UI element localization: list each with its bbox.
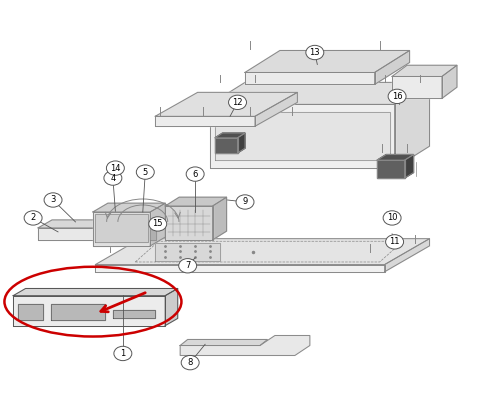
Polygon shape <box>150 228 156 240</box>
Polygon shape <box>374 50 410 84</box>
Circle shape <box>136 165 154 179</box>
Circle shape <box>104 171 122 185</box>
Circle shape <box>178 258 196 273</box>
Polygon shape <box>96 239 429 264</box>
Text: 10: 10 <box>387 214 398 222</box>
Circle shape <box>44 193 62 207</box>
Polygon shape <box>156 116 255 126</box>
Polygon shape <box>165 288 177 326</box>
Circle shape <box>181 356 199 370</box>
Polygon shape <box>210 104 394 168</box>
Polygon shape <box>156 243 220 261</box>
Circle shape <box>24 211 42 225</box>
Polygon shape <box>255 92 298 126</box>
Text: 13: 13 <box>310 48 320 57</box>
Polygon shape <box>38 220 140 228</box>
Text: 4: 4 <box>110 174 116 182</box>
Text: 6: 6 <box>192 170 198 178</box>
Text: 11: 11 <box>390 237 400 246</box>
Circle shape <box>306 45 324 60</box>
Polygon shape <box>93 212 150 246</box>
Polygon shape <box>126 220 140 240</box>
Text: 16: 16 <box>392 92 402 101</box>
Text: 2: 2 <box>30 214 36 222</box>
Polygon shape <box>404 154 413 178</box>
Polygon shape <box>38 228 126 240</box>
Polygon shape <box>210 82 430 104</box>
Polygon shape <box>215 138 238 153</box>
Polygon shape <box>392 65 457 76</box>
Circle shape <box>228 95 246 110</box>
Text: 9: 9 <box>242 198 248 206</box>
Polygon shape <box>394 82 430 168</box>
Polygon shape <box>13 288 177 296</box>
Polygon shape <box>113 310 156 318</box>
Polygon shape <box>245 72 374 84</box>
Polygon shape <box>93 203 165 212</box>
Text: 8: 8 <box>188 358 193 367</box>
Polygon shape <box>156 92 298 116</box>
Circle shape <box>114 346 132 361</box>
Text: 5: 5 <box>142 168 148 176</box>
Polygon shape <box>392 76 442 98</box>
Polygon shape <box>377 154 414 160</box>
Circle shape <box>386 235 404 249</box>
Polygon shape <box>384 239 430 272</box>
Circle shape <box>106 161 124 175</box>
Polygon shape <box>96 264 385 272</box>
Text: 1: 1 <box>120 349 126 358</box>
Polygon shape <box>13 296 165 326</box>
Polygon shape <box>180 340 268 346</box>
Polygon shape <box>215 133 245 138</box>
Circle shape <box>388 89 406 104</box>
Polygon shape <box>18 304 43 320</box>
Polygon shape <box>50 304 106 320</box>
Polygon shape <box>165 206 212 240</box>
Text: 7: 7 <box>185 261 190 270</box>
Polygon shape <box>377 160 404 178</box>
Text: 14: 14 <box>110 164 120 173</box>
Circle shape <box>236 195 254 209</box>
Polygon shape <box>150 203 165 246</box>
Polygon shape <box>238 133 245 153</box>
Text: 15: 15 <box>152 220 163 228</box>
Circle shape <box>383 211 401 225</box>
Polygon shape <box>212 197 226 240</box>
Circle shape <box>149 217 166 231</box>
Text: 12: 12 <box>232 98 243 107</box>
Polygon shape <box>442 65 457 98</box>
Polygon shape <box>215 112 390 160</box>
Polygon shape <box>245 50 410 72</box>
Text: 3: 3 <box>50 196 56 204</box>
Polygon shape <box>165 197 226 206</box>
Polygon shape <box>180 336 310 356</box>
Circle shape <box>186 167 204 181</box>
Polygon shape <box>96 214 148 242</box>
